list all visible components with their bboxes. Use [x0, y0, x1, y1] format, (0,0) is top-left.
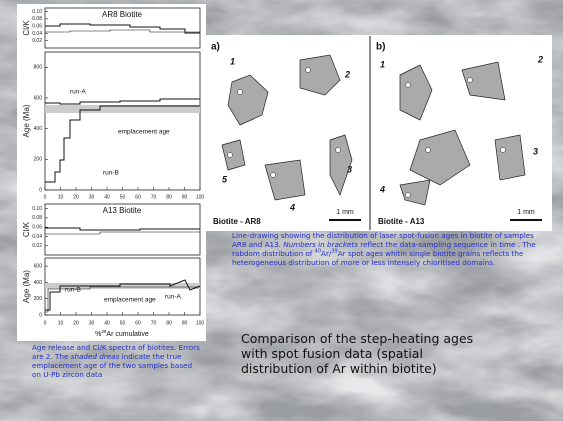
x-tick-label: 70 — [151, 194, 157, 200]
y-tick-label: 800 — [34, 65, 43, 71]
annotation: emplacement age — [104, 297, 156, 304]
x-tick-label: 0 — [44, 320, 47, 326]
y-tick-label: 0.08 — [32, 215, 42, 221]
y-tick-label: 0.10 — [32, 206, 42, 212]
grain-number: 1 — [380, 59, 385, 69]
annotation: emplacement age — [118, 129, 170, 136]
x-tick-label: 80 — [166, 194, 172, 200]
y-tick-label: 600 — [34, 95, 43, 101]
y-tick-label: 0.08 — [32, 16, 42, 22]
y-tick-label: 0.06 — [32, 24, 42, 30]
caption-italic: shaded dreas — [71, 352, 120, 361]
x-tick-label: 40 — [104, 320, 110, 326]
y-tick-label: 400 — [34, 126, 43, 132]
annotation: run-B — [65, 287, 81, 294]
spot — [468, 78, 473, 83]
y-tick-label: 0 — [39, 187, 42, 193]
y-tick-label: 0.02 — [32, 38, 42, 44]
y-axis-label: Cl/K — [22, 20, 31, 36]
x-tick-label: 20 — [73, 320, 79, 326]
x-tick-label: 40 — [104, 194, 110, 200]
y-axis-label: Cl/K — [22, 221, 31, 237]
sample-label: Biotite - A13 — [378, 217, 425, 226]
x-tick-label: 20 — [73, 194, 79, 200]
x-tick-label: 50 — [120, 194, 126, 200]
x-axis-label-part: Ar cumulative — [106, 331, 149, 338]
x-tick-label: 90 — [182, 320, 188, 326]
x-tick-label: 30 — [89, 194, 95, 200]
x-tick-label: 10 — [58, 194, 64, 200]
annotation: run-A — [165, 294, 182, 301]
y-axis-label: Age (Ma) — [22, 270, 31, 303]
annotation: run-B — [103, 170, 119, 177]
grain-number: 2 — [344, 69, 350, 79]
spot — [228, 153, 233, 158]
annotation: run-A — [70, 89, 87, 96]
spot — [306, 68, 311, 73]
panel-title: AR8 Biotite — [102, 10, 143, 19]
grain-number: 4 — [379, 184, 385, 194]
x-tick-label: 30 — [89, 320, 95, 326]
caption-text: Ar/ — [321, 249, 331, 258]
panel-letter: a) — [211, 42, 220, 53]
x-tick-label: 50 — [120, 320, 126, 326]
biotite-grain — [495, 135, 525, 180]
y-tick-label: 200 — [34, 296, 43, 302]
spot — [271, 173, 276, 178]
y-tick-label: 400 — [34, 280, 43, 286]
grain-number: 2 — [537, 54, 543, 64]
main-text: Comparison of the step-heating ages with… — [241, 331, 491, 376]
y-axis-label: Age (Ma) — [22, 104, 31, 137]
grain-number: 4 — [289, 202, 295, 212]
y-tick-label: 0.10 — [32, 9, 42, 15]
grain-number: 3 — [533, 146, 538, 156]
caption-left: Age release and Cl/K spectra of biotites… — [32, 343, 202, 379]
x-tick-label: 80 — [166, 320, 172, 326]
caption-right: Line-drawing showing the distribution of… — [232, 231, 550, 267]
x-tick-label: 10 — [58, 320, 64, 326]
spot — [406, 83, 411, 88]
y-tick-label: 200 — [34, 157, 43, 163]
scale-label: 1 mm — [517, 209, 535, 216]
y-tick-label: 600 — [34, 263, 43, 269]
y-tick-label: 0.04 — [32, 31, 42, 37]
page: html,body{margin:0;padding:0;} body{widt… — [0, 0, 563, 421]
x-tick-label: 60 — [135, 320, 141, 326]
spot — [336, 148, 341, 153]
x-tick-label: 60 — [135, 194, 141, 200]
grain-number: 1 — [230, 56, 235, 66]
x-tick-label: 100 — [196, 194, 205, 200]
y-tick-label: 0.02 — [32, 243, 42, 249]
x-tick-label: 0 — [44, 194, 47, 200]
sample-label: Biotite - AR8 — [213, 217, 261, 226]
y-tick-label: 0.04 — [32, 234, 42, 240]
slide: {"left_figure":{"panels":[ {"title":"AR8… — [0, 0, 563, 421]
right-figure-frame — [205, 35, 552, 231]
x-tick-label: 70 — [151, 320, 157, 326]
spot — [501, 148, 506, 153]
spot — [426, 148, 431, 153]
x-tick-label: 90 — [182, 194, 188, 200]
y-tick-label: 0.06 — [32, 225, 42, 231]
panel-title: A13 Biotite — [103, 206, 142, 215]
grain-number: 3 — [347, 164, 352, 174]
panel-letter: b) — [376, 42, 385, 53]
spot — [406, 193, 411, 198]
spot — [238, 90, 243, 95]
y-tick-label: 0 — [39, 312, 42, 318]
scale-label: 1 mm — [336, 209, 354, 216]
x-tick-label: 100 — [196, 320, 205, 326]
